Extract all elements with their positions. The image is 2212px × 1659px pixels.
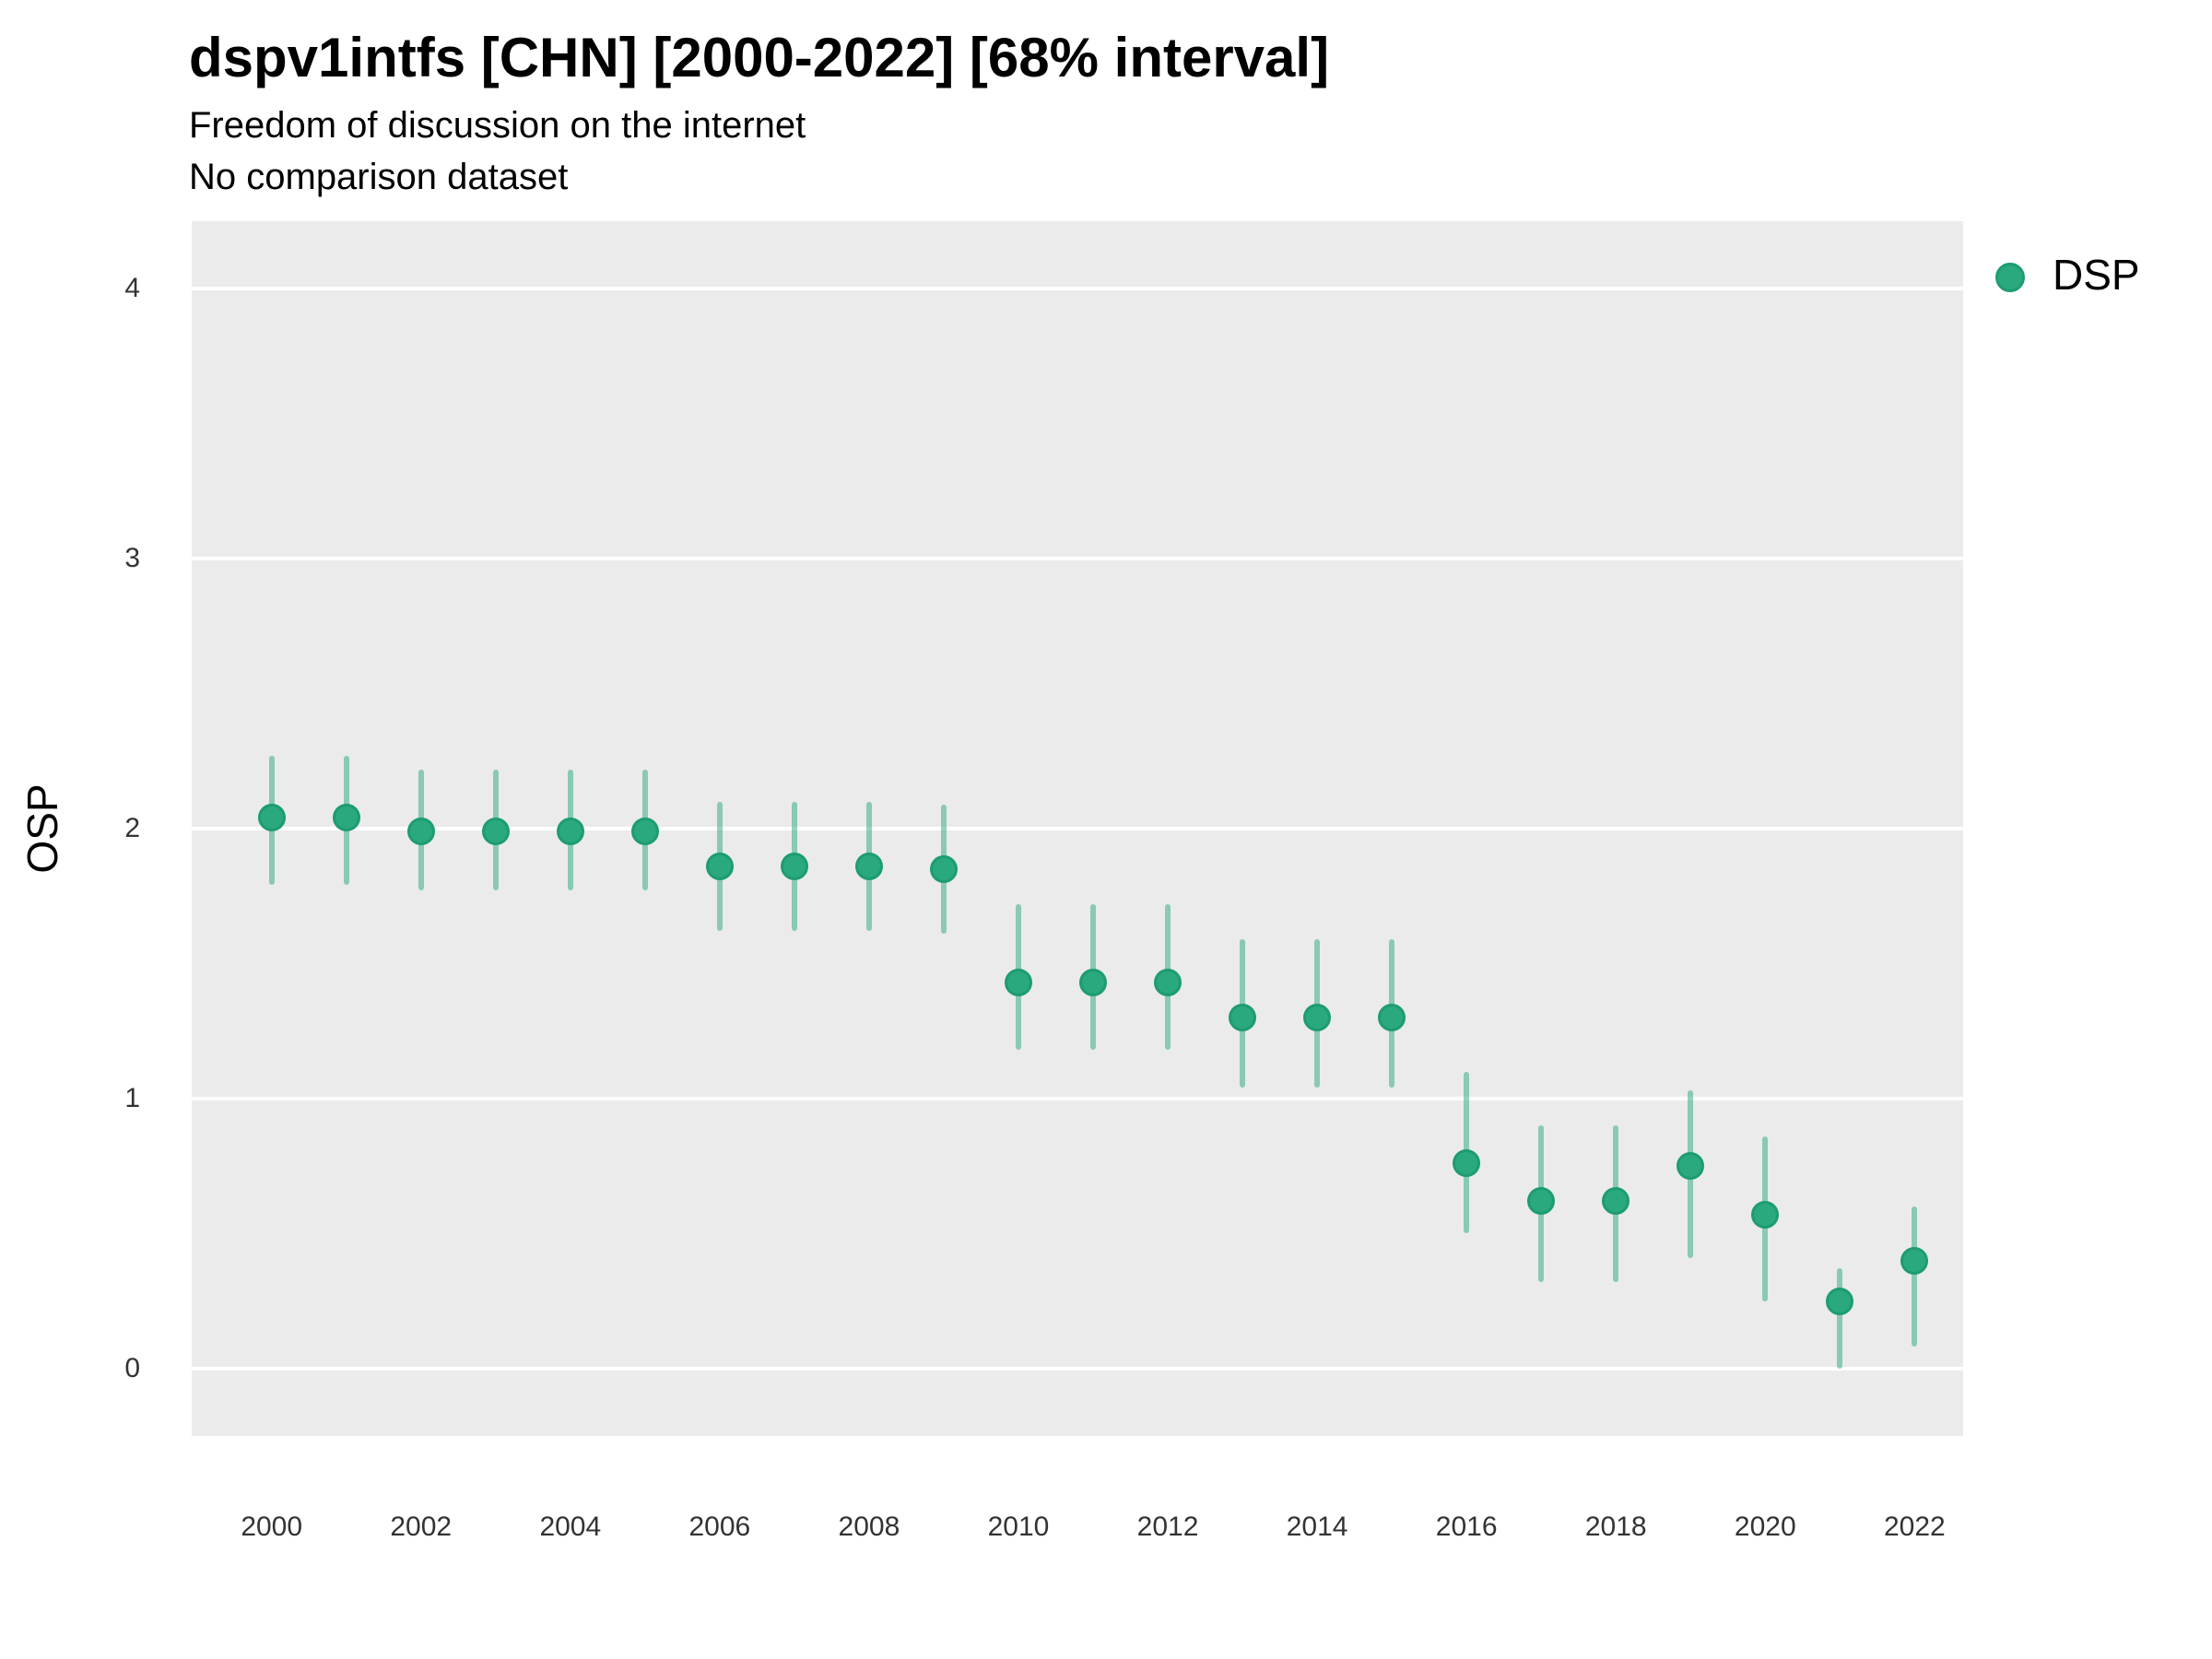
y-tick-label: 2 [124, 813, 140, 843]
plot-panel [192, 221, 1963, 1436]
estimate-dot [1004, 968, 1032, 996]
estimate-dot [1751, 1200, 1780, 1229]
x-tick-label: 2018 [1584, 1512, 1647, 1542]
legend-label: DSP [2053, 250, 2140, 299]
x-axis-tick-labels: 2000 2002 2004 2006 2008 2010 2012 2014 2016 2018… [192, 1484, 1963, 1567]
estimate-dot [1154, 968, 1182, 996]
x-tick-label: 2012 [1136, 1512, 1199, 1542]
chart-subtitle-line1: Freedom of discussion on the internet [189, 105, 806, 146]
estimate-dot [406, 817, 435, 845]
x-tick-label: 2020 [1734, 1512, 1796, 1542]
gridline [192, 1366, 1963, 1371]
estimate-dot [929, 854, 958, 883]
legend-point-icon [1995, 263, 2025, 292]
estimate-dot [481, 817, 510, 845]
estimate-dot [1826, 1287, 1854, 1315]
estimate-dot [332, 804, 360, 832]
estimate-dot [1303, 1004, 1332, 1032]
interval-bar [1912, 1206, 1918, 1347]
x-tick-label: 2022 [1883, 1512, 1946, 1542]
chart-subtitle-line2: No comparison dataset [189, 157, 569, 197]
y-tick-label: 3 [124, 543, 140, 574]
estimate-dot [1900, 1246, 1929, 1275]
y-axis-tick-labels: 0 1 2 3 4 [0, 221, 140, 1436]
estimate-dot [705, 853, 734, 880]
x-tick-label: 2016 [1435, 1512, 1498, 1542]
x-tick-label: 2014 [1286, 1512, 1348, 1542]
estimate-dot [854, 853, 883, 880]
x-tick-label: 2010 [987, 1512, 1050, 1542]
x-tick-label: 2006 [688, 1512, 751, 1542]
y-tick-label: 1 [124, 1082, 140, 1113]
gridline [192, 287, 1963, 291]
x-tick-label: 2002 [390, 1512, 453, 1542]
gridline [192, 827, 1963, 830]
chart-title: dspv1intfs [CHN] [2000-2022] [68% interv… [189, 27, 1330, 88]
estimate-dot [1527, 1187, 1556, 1216]
estimate-dot [1229, 1004, 1257, 1032]
estimate-dot [780, 853, 808, 880]
estimate-dot [257, 804, 286, 832]
x-tick-label: 2000 [241, 1512, 303, 1542]
estimate-dot [1079, 968, 1108, 996]
estimate-dot [1453, 1149, 1481, 1178]
estimate-dot [1602, 1187, 1630, 1216]
gridline [192, 1096, 1963, 1100]
y-tick-label: 4 [124, 273, 140, 304]
estimate-dot [630, 817, 659, 845]
interval-bar [1837, 1268, 1843, 1369]
gridline [192, 557, 1963, 561]
estimate-dot [1677, 1152, 1705, 1181]
y-tick-label: 0 [124, 1352, 140, 1383]
x-tick-label: 2008 [838, 1512, 900, 1542]
estimate-dot [556, 817, 584, 845]
estimate-dot [1378, 1004, 1406, 1032]
x-tick-label: 2004 [539, 1512, 602, 1542]
